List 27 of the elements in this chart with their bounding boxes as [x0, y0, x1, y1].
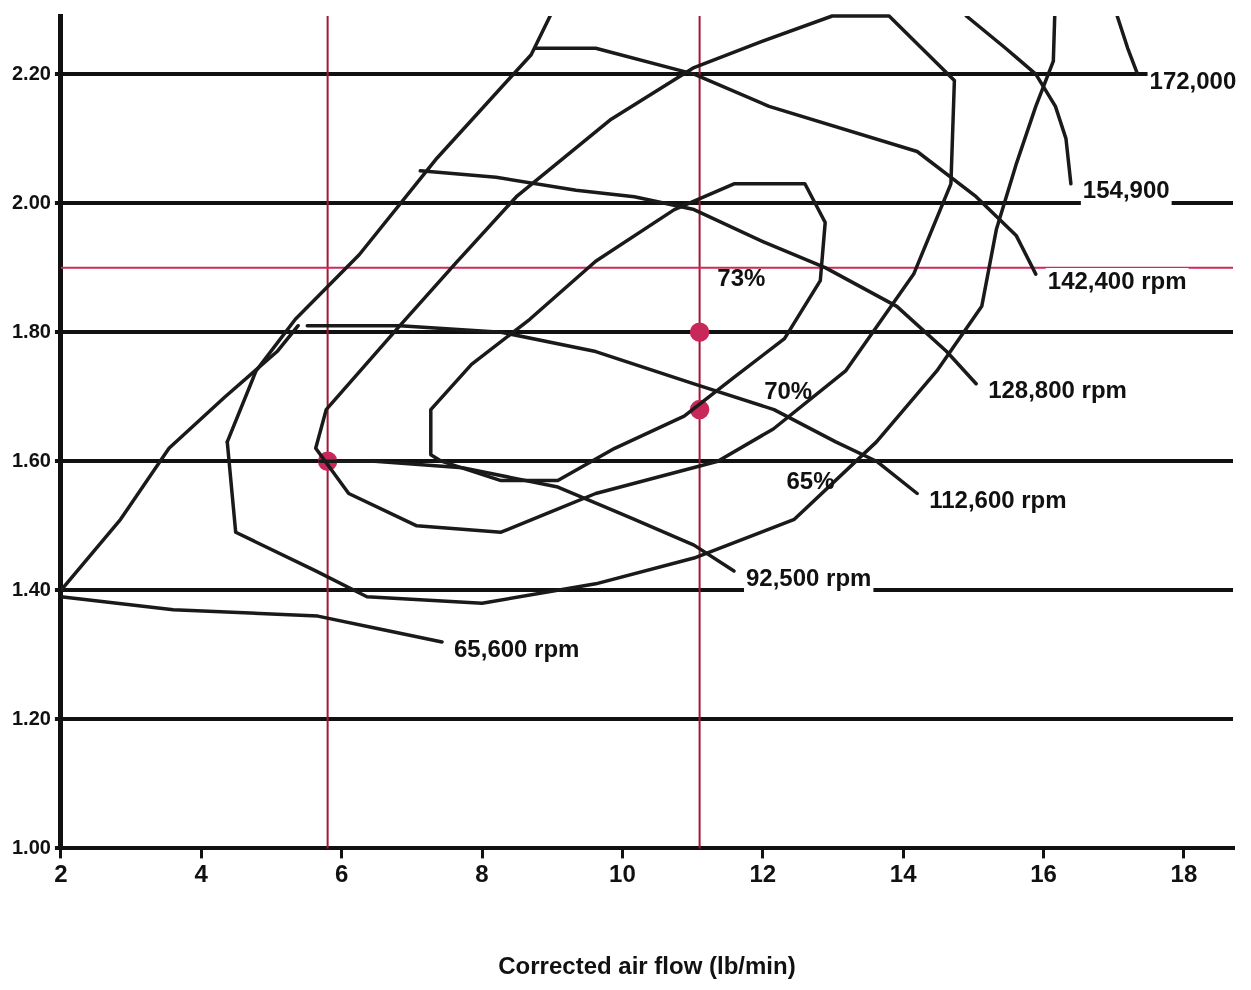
series-label: 65,600 rpm: [454, 634, 580, 662]
series-label: 154,900: [1082, 176, 1170, 204]
x-tick-label: 16: [1030, 860, 1057, 888]
annotation: 70%: [764, 376, 813, 404]
y-tick-label: 2.20: [11, 61, 51, 84]
y-tick-label: 1.40: [11, 577, 51, 600]
x-tick-label: 18: [1170, 860, 1198, 888]
y-tick-label: 1.80: [11, 319, 51, 342]
x-tick-label: 6: [334, 860, 349, 888]
y-tick-label: 1.60: [11, 448, 51, 471]
series-label: 142,400 rpm: [1047, 266, 1187, 294]
x-axis-title: Corrected air flow (lb/min): [498, 952, 796, 980]
x-tick-label: 2: [54, 860, 68, 888]
x-tick-label: 14: [889, 860, 918, 888]
annotation: 65%: [786, 466, 835, 494]
series-label: 92,500 rpm: [745, 563, 872, 591]
x-tick-label: 10: [609, 860, 636, 888]
x-tick-label: 4: [194, 860, 209, 888]
y-tick-label: 1.00: [11, 835, 51, 858]
series-label: 128,800 rpm: [988, 376, 1127, 404]
x-tick-label: 12: [749, 860, 777, 888]
x-tick-label: 8: [475, 860, 489, 888]
y-tick-label: 1.20: [11, 706, 51, 729]
y-tick-label: 2.00: [11, 190, 51, 213]
series-label: 172,000: [1149, 66, 1237, 94]
annotation: 73%: [717, 264, 766, 292]
series-label: 112,600 rpm: [929, 486, 1067, 514]
